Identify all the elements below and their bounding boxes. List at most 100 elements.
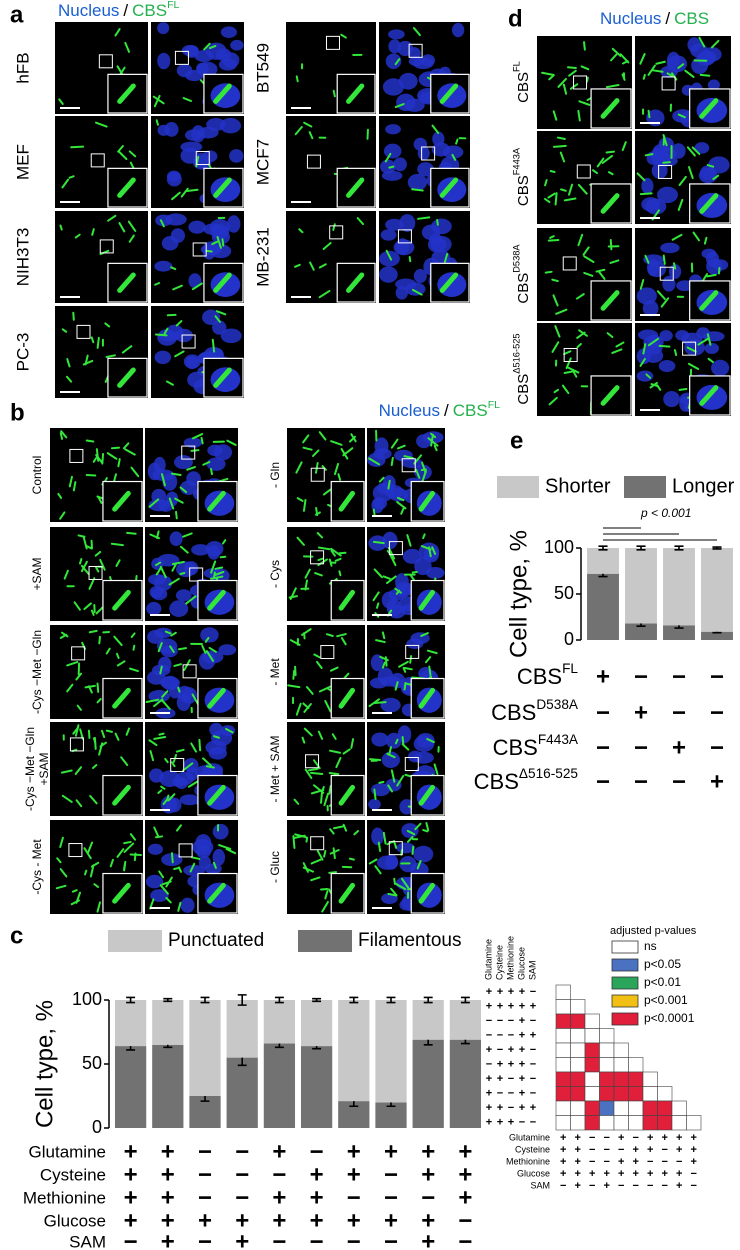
cbs-stain [75,672,83,681]
row-label: -Cys −Met −Gln [23,727,37,811]
cbs-stain [101,452,105,465]
bar-segment [189,1000,221,1096]
cbs-stain [655,60,666,65]
cbs-stain [72,311,75,321]
heatmap-cell [555,1115,571,1131]
row-sign: + [519,1030,525,1042]
column-sign: − [647,1156,653,1168]
condition-label-base: CBS [491,700,536,725]
heatmap-cell [570,1028,586,1044]
condition-sign: + [161,1207,175,1234]
legend-label: p<0.0001 [644,1011,695,1025]
cbs-stain [190,856,201,860]
cbs-stain [415,468,421,479]
condition-sign: + [161,1138,175,1165]
cbs-stain [389,553,397,567]
zoom-box [68,843,83,858]
inset-filament [346,177,365,198]
zoom-box [401,458,416,473]
cbs-stain [420,632,429,637]
cbs-stain [164,757,169,764]
nucleus-stain [379,250,400,267]
cbs-stain [411,288,423,296]
row-label-base: CBS [515,374,532,405]
cbs-stain [211,240,219,246]
cbs-stain [85,474,97,477]
zoom-box [305,754,320,769]
cbs-stain [202,460,211,466]
nucleus-stain [658,360,676,372]
cbs-stain [577,109,581,122]
cbs-stain [353,829,360,836]
cbs-stain [375,639,386,644]
condition-sign: + [310,1184,324,1211]
cbs-stain [125,727,131,736]
cbs-stain [89,864,95,878]
panel-letter: a [10,1,24,28]
cbs-stain [83,602,92,611]
heatmap-cell [584,1115,600,1131]
y-tick-label: 0 [564,629,574,649]
column-sign: + [575,1144,581,1156]
error-bar [126,996,136,1004]
inset-filament [600,193,620,214]
cbs-stain [406,835,414,843]
cbs-stain [662,254,666,265]
cbs-stain [425,822,430,832]
cbs-stain [387,892,398,897]
micrograph [367,722,445,816]
diagonal-cell [657,1086,673,1102]
cbs-stain [647,64,656,76]
cbs-stain [597,270,606,280]
heatmap-cell [555,999,571,1015]
cbs-stain [113,635,123,647]
cbs-stain [56,857,62,864]
cbs-stain [577,183,588,195]
nucleus-stain [164,122,179,137]
column-sign: + [589,1168,595,1180]
cbs-stain [309,261,315,271]
condition-sign: + [347,1161,361,1188]
cbs-stain [428,665,432,677]
column-sign: + [633,1168,639,1180]
cbs-stain [576,331,586,339]
inset-filament [117,272,136,293]
cbs-stain [203,42,211,51]
nucleus-stain [149,768,164,783]
inset-filament [699,385,719,406]
cbs-stain [66,683,74,693]
cbs-stain [161,690,169,698]
nucleus-stain [161,675,179,691]
inset-filament [439,272,459,293]
cbs-stain [191,282,203,291]
nucleus-stain [180,897,195,913]
nucleus-stain [188,273,202,289]
cbs-stain [660,297,670,308]
cbs-stain [372,508,376,518]
nucleus-stain [159,770,181,788]
nucleus-stain [413,845,434,863]
cbs-stain [583,271,594,277]
inset-filament [418,589,436,611]
cbs-stain [155,119,159,126]
cbs-stain [198,738,202,752]
cbs-stain [368,457,381,466]
cbs-stain [153,735,167,740]
cbs-stain [420,468,427,472]
cbs-stain [61,178,70,189]
row-sign: + [530,1102,536,1114]
row-label: - Met + SAM [268,735,282,802]
cbs-stain [621,73,626,81]
bar-segment [587,573,619,640]
column-sign: − [633,1180,639,1192]
cbs-stain [155,566,162,576]
cbs-stain [378,476,385,483]
cbs-stain [329,749,341,754]
cbs-stain [110,542,124,547]
nucleus-stain [414,557,432,576]
zoom-box [421,146,436,161]
cbs-stain [662,161,671,164]
diagonal-cell [613,1042,629,1058]
error-bar [349,996,359,1004]
cbs-stain [717,267,721,275]
